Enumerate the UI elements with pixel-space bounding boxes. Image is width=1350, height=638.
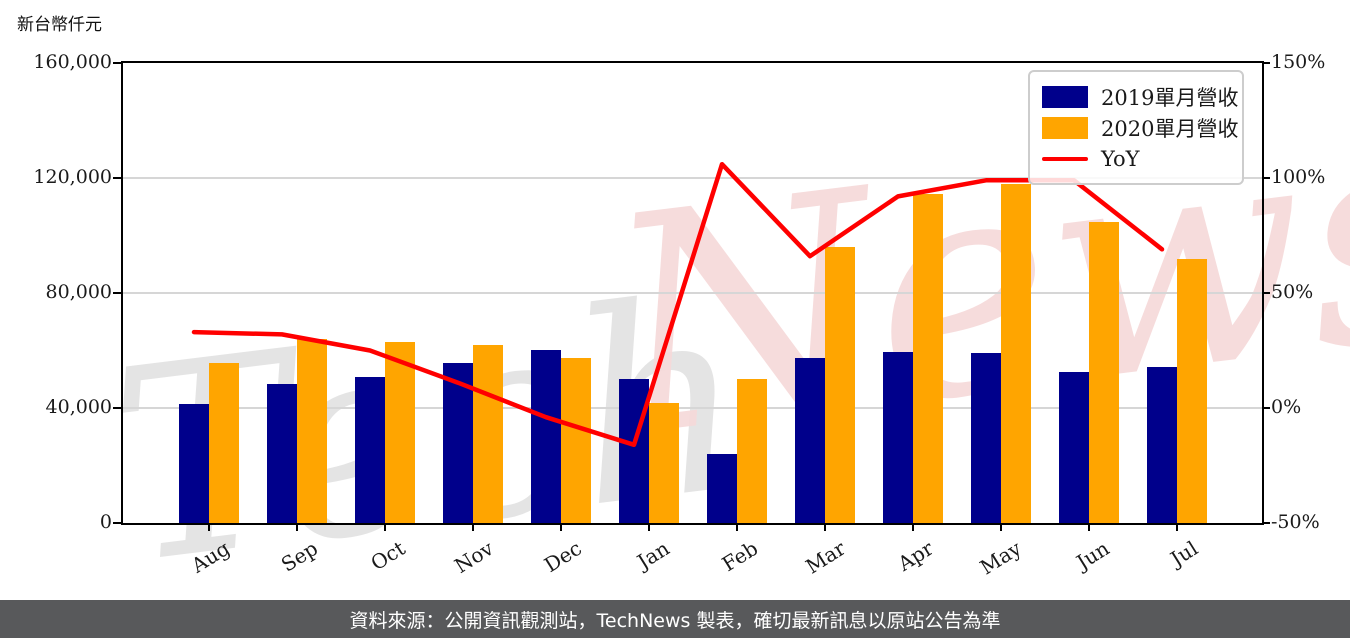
yoy-line bbox=[191, 161, 1165, 448]
y-axis-tick-mark bbox=[113, 407, 121, 409]
legend-swatch-2020 bbox=[1042, 116, 1088, 139]
x-axis-tick-mark bbox=[1176, 523, 1178, 531]
y-axis-tick-mark bbox=[113, 177, 121, 179]
legend-label-2019: 2019單月營收 bbox=[1101, 85, 1239, 110]
x-axis-tick-mark bbox=[384, 523, 386, 531]
bar-2020-feb bbox=[737, 378, 767, 523]
bar-2019-nov bbox=[443, 363, 473, 523]
x-axis-tick-label: Feb bbox=[717, 536, 762, 577]
x-axis-tick-label: Apr bbox=[893, 536, 938, 576]
bar-2020-jun bbox=[1089, 221, 1119, 523]
right-axis-tick-label: 100% bbox=[1271, 166, 1326, 188]
bar-2019-oct bbox=[355, 377, 385, 523]
legend-item-yoy: YoY bbox=[1042, 143, 1230, 174]
x-axis-tick-label: Jan bbox=[633, 536, 674, 574]
legend-line-swatch-yoy bbox=[1042, 156, 1088, 161]
bar-2019-dec bbox=[531, 349, 561, 523]
y-axis-tick-label: 0 bbox=[99, 511, 112, 533]
footer-source-text: 資料來源：公開資訊觀測站，TechNews 製表，確切最新訊息以原站公告為準 bbox=[349, 609, 1001, 632]
x-axis-tick-label: May bbox=[975, 536, 1026, 580]
right-axis-tick-label: 50% bbox=[1271, 281, 1314, 303]
x-axis-tick-label: Nov bbox=[450, 536, 498, 578]
legend-item-2020: 2020單月營收 bbox=[1042, 112, 1238, 143]
x-axis-tick-label: Mar bbox=[801, 536, 850, 579]
right-axis-tick-mark bbox=[1262, 177, 1270, 179]
grid-line bbox=[123, 292, 1262, 294]
x-axis-tick-mark bbox=[208, 523, 210, 531]
bar-2020-dec bbox=[561, 357, 591, 523]
x-axis-tick-label: Jun bbox=[1072, 536, 1114, 575]
y-axis-tick-label: 120,000 bbox=[33, 166, 112, 188]
x-axis-tick-mark bbox=[1000, 523, 1002, 531]
bar-2019-sep bbox=[267, 383, 297, 523]
right-axis-tick-mark bbox=[1262, 522, 1270, 524]
bar-2019-jun bbox=[1059, 372, 1089, 523]
x-axis-tick-mark bbox=[472, 523, 474, 531]
bar-2020-jan bbox=[649, 403, 679, 523]
x-axis-tick-mark bbox=[824, 523, 826, 531]
y-axis-tick-mark bbox=[113, 292, 121, 294]
grid-line bbox=[123, 177, 1262, 179]
footer-bar: 資料來源：公開資訊觀測站，TechNews 製表，確切最新訊息以原站公告為準 bbox=[0, 600, 1350, 638]
bar-2020-may bbox=[1001, 183, 1031, 523]
grid-line bbox=[123, 407, 1262, 409]
y-axis-tick-label: 40,000 bbox=[45, 396, 112, 418]
legend-label-2020: 2020單月營收 bbox=[1101, 116, 1239, 141]
plot-area: 2019單月營收 2020單月營收 YoY bbox=[121, 61, 1264, 525]
y-axis-tick-mark bbox=[113, 522, 121, 524]
bar-2020-jul bbox=[1177, 259, 1207, 523]
bar-2019-feb bbox=[707, 453, 737, 523]
right-axis-tick-mark bbox=[1262, 62, 1270, 64]
bar-2019-jan bbox=[619, 378, 649, 523]
bar-2020-aug bbox=[209, 363, 239, 523]
x-axis-tick-label: Aug bbox=[186, 536, 234, 578]
legend: 2019單月營收 2020單月營收 YoY bbox=[1028, 70, 1244, 185]
right-axis-tick-label: -50% bbox=[1271, 511, 1320, 533]
bar-2019-aug bbox=[179, 404, 209, 523]
bar-2020-apr bbox=[913, 194, 943, 523]
x-axis-tick-label: Sep bbox=[276, 536, 322, 577]
y-axis-tick-label: 80,000 bbox=[45, 281, 112, 303]
x-axis-tick-label: Dec bbox=[539, 536, 586, 578]
right-axis-tick-label: 0% bbox=[1271, 396, 1302, 418]
right-axis-tick-mark bbox=[1262, 407, 1270, 409]
axis-unit-title: 新台幣仟元 bbox=[17, 15, 102, 35]
y-axis-tick-mark bbox=[113, 62, 121, 64]
legend-item-2019: 2019單月營收 bbox=[1042, 81, 1238, 112]
legend-label-yoy: YoY bbox=[1101, 146, 1140, 171]
x-axis-tick-label: Jul bbox=[1165, 536, 1202, 571]
legend-swatch-2019 bbox=[1042, 85, 1088, 108]
x-axis-tick-mark bbox=[560, 523, 562, 531]
bar-2019-may bbox=[971, 353, 1001, 523]
x-axis-tick-mark bbox=[648, 523, 650, 531]
right-axis-tick-label: 150% bbox=[1271, 51, 1326, 73]
x-axis-tick-mark bbox=[912, 523, 914, 531]
bar-2020-oct bbox=[385, 342, 415, 523]
bar-2019-mar bbox=[795, 357, 825, 523]
bar-2020-nov bbox=[473, 344, 503, 523]
bar-2019-apr bbox=[883, 351, 913, 523]
bar-2020-mar bbox=[825, 247, 855, 523]
bar-2019-jul bbox=[1147, 366, 1177, 523]
x-axis-tick-mark bbox=[296, 523, 298, 531]
right-axis-tick-mark bbox=[1262, 292, 1270, 294]
x-axis-tick-mark bbox=[736, 523, 738, 531]
bar-2020-sep bbox=[297, 339, 327, 523]
y-axis-tick-label: 160,000 bbox=[33, 51, 112, 73]
x-axis-tick-mark bbox=[1088, 523, 1090, 531]
x-axis-tick-label: Oct bbox=[366, 536, 410, 576]
